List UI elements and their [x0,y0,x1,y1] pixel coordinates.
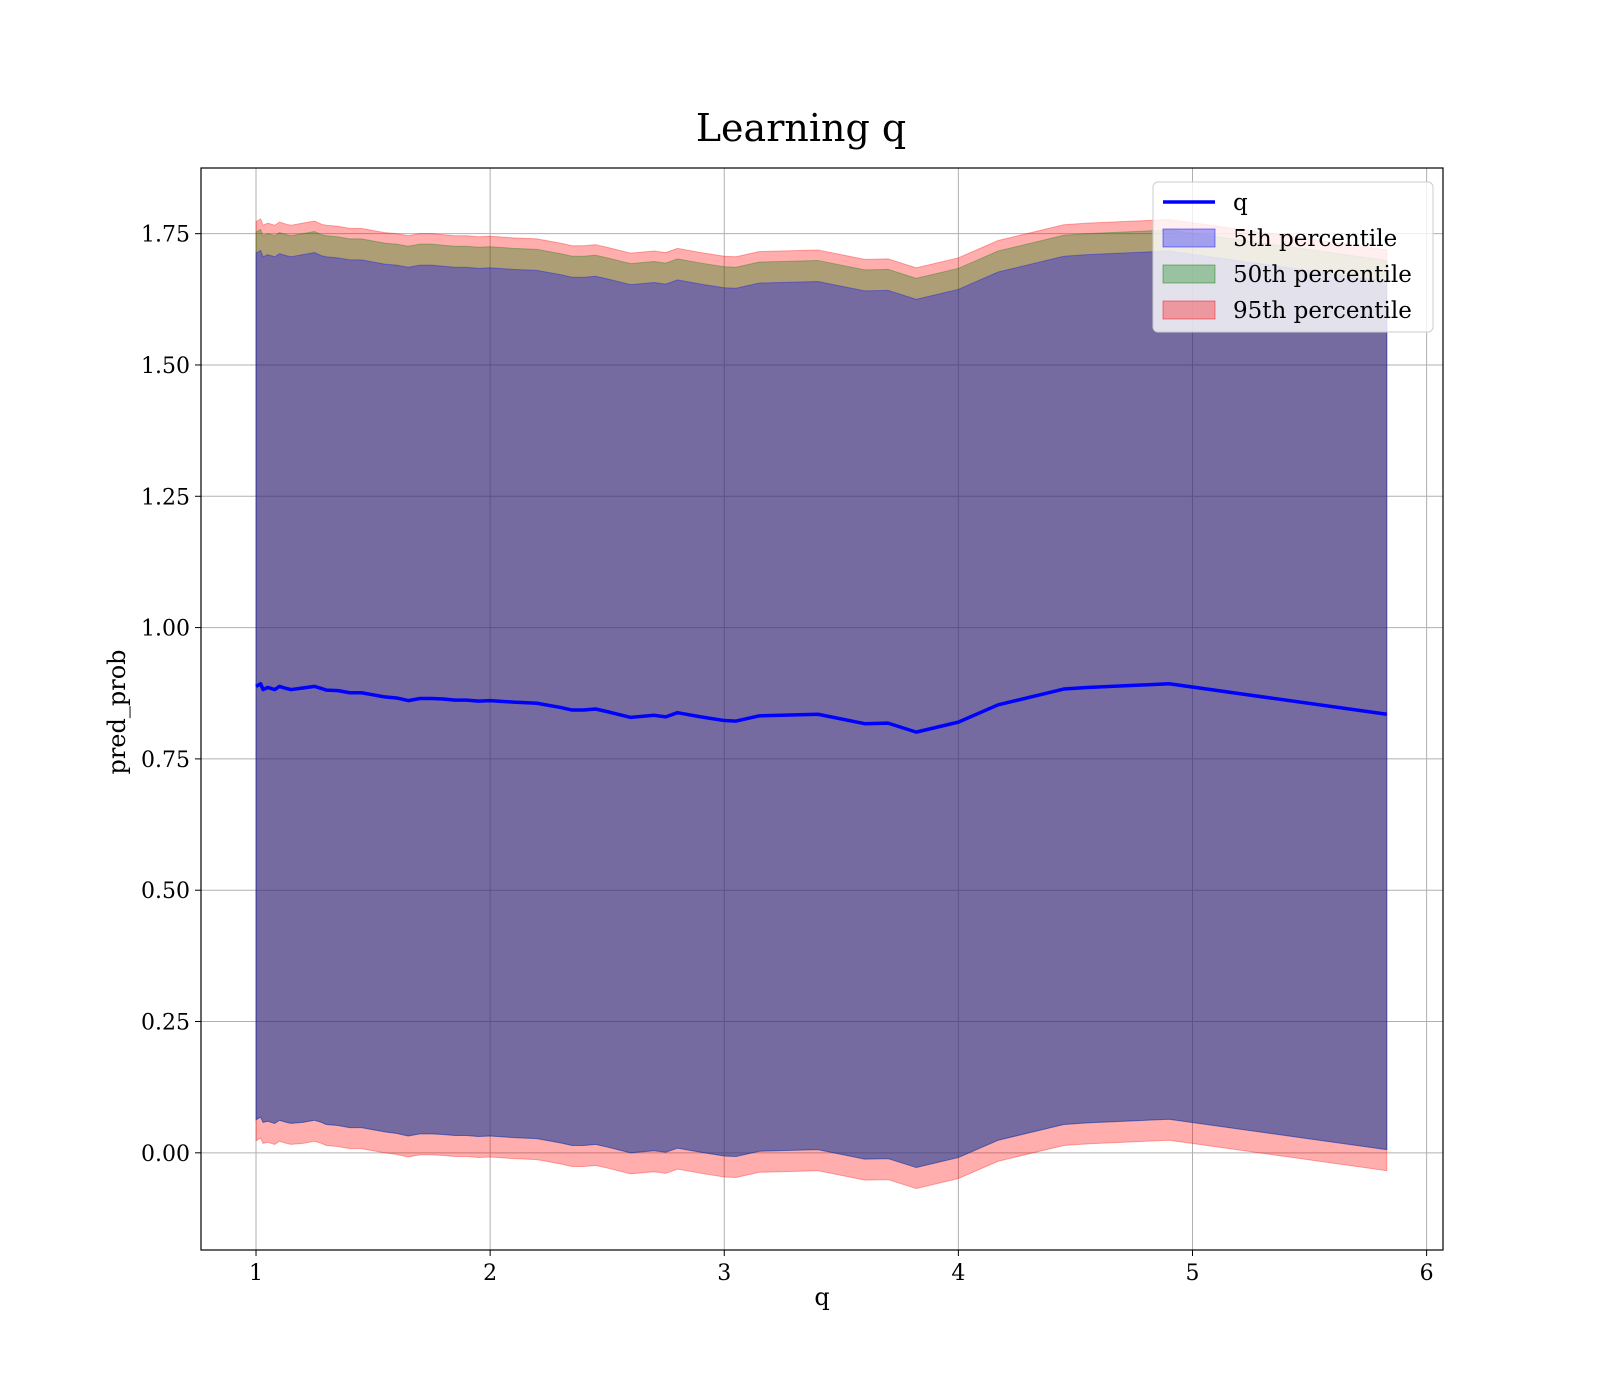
legend-label: 5th percentile [1233,226,1397,252]
legend-swatch [1162,264,1216,284]
y-tick-label: 1.75 [141,223,190,248]
y-axis: 0.00 0.25 0.50 0.75 1.00 1.25 1.50 1.75 [141,223,201,1167]
percentile-bands [255,218,1388,1190]
x-tick-label: 4 [951,1261,965,1286]
y-tick-label: 0.00 [141,1142,190,1167]
y-tick-label: 0.75 [141,748,190,773]
x-tick-label: 5 [1185,1261,1199,1286]
x-tick-label: 6 [1420,1261,1434,1286]
band-50th-percentile [255,228,1388,1169]
legend-swatch [1162,300,1216,320]
legend-box [1152,181,1434,333]
plot-frame [200,167,1444,1251]
x-tick-label: 1 [249,1261,263,1286]
y-tick-label: 1.25 [141,485,190,510]
x-axis-label: q [814,1283,829,1311]
legend-label: q [1233,190,1248,216]
x-axis: 1 2 3 4 5 6 [249,1250,1434,1286]
chart-title: Learning q [696,106,906,150]
y-tick-label: 0.50 [141,879,190,904]
legend-label: 50th percentile [1233,262,1412,288]
band-5th-percentile [255,249,1388,1169]
legend: q 5th percentile 50th percentile 95th perce… [1152,181,1434,333]
x-tick-label: 3 [717,1261,731,1286]
y-tick-label: 1.50 [141,354,190,379]
x-tick-label: 2 [483,1261,497,1286]
band-95th-percentile [255,218,1388,1190]
q-line [255,682,1388,734]
y-tick-label: 0.25 [141,1011,190,1036]
legend-swatch [1162,228,1216,248]
y-axis-label: pred_prob [103,649,131,774]
q-line-layer [255,682,1388,734]
y-tick-label: 1.00 [141,617,190,642]
legend-label: 95th percentile [1233,298,1412,324]
